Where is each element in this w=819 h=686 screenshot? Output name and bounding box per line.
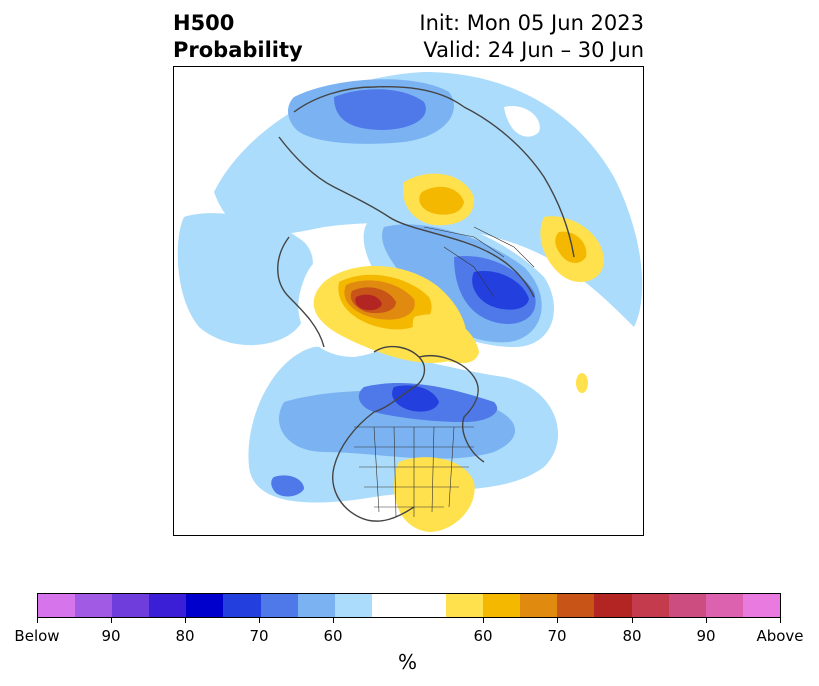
colorbar-segment: [334, 594, 372, 617]
colorbar-tick-label: Above: [756, 627, 804, 645]
colorbar-segment: [594, 594, 632, 617]
colorbar-segment: [260, 594, 298, 617]
colorbar-tick-label: 60: [473, 627, 493, 645]
colorbar-tick: [632, 618, 633, 623]
below-60-shading-west: [177, 213, 313, 346]
above-alaska-85: [355, 294, 382, 311]
below-scandinavia-80: [472, 271, 529, 310]
above-se-us-60: [394, 457, 475, 532]
colorbar-tick: [259, 618, 260, 623]
political-borders: [354, 226, 535, 518]
colorbar-tick-label: 80: [175, 627, 195, 645]
below-canada-80: [392, 385, 439, 412]
above-atlantic-blob: [576, 373, 588, 393]
colorbar-tick: [37, 618, 38, 623]
below-pacific-70: [271, 475, 304, 497]
colorbar-tick: [185, 618, 186, 623]
chart-title: H500 Probability: [173, 10, 303, 64]
colorbar-tick-label: 70: [249, 627, 269, 645]
colorbar-segment: [112, 594, 150, 617]
colorbar-segment: [371, 594, 409, 617]
colorbar-tick-label: 90: [101, 627, 121, 645]
colorbar-unit: %: [398, 650, 418, 674]
map-canvas: [177, 72, 643, 532]
colorbar-segment: [557, 594, 595, 617]
colorbar-segment: [38, 594, 76, 617]
colorbar-tick: [483, 618, 484, 623]
colorbar-tick: [333, 618, 334, 623]
neutral-region: [504, 106, 540, 137]
colorbar-tick: [706, 618, 707, 623]
chart-dates: Init: Mon 05 Jun 2023 Valid: 24 Jun – 30…: [419, 10, 644, 64]
colorbar-segment: [631, 594, 669, 617]
title-variable: H500: [173, 11, 235, 35]
valid-range: Valid: 24 Jun – 30 Jun: [423, 38, 644, 62]
colorbar-segment: [186, 594, 224, 617]
colorbar-segment: [483, 594, 521, 617]
colorbar-segment: [223, 594, 261, 617]
colorbar-tick-label: 80: [622, 627, 642, 645]
colorbar-segment: [705, 594, 743, 617]
colorbar-tick-label: 70: [547, 627, 567, 645]
below-siberia-70: [334, 89, 426, 130]
coastlines: [277, 85, 575, 522]
colorbar-segment: [742, 594, 780, 617]
colorbar-tick: [557, 618, 558, 623]
colorbar: [37, 593, 781, 618]
colorbar-segment: [668, 594, 706, 617]
colorbar-segment: [408, 594, 447, 617]
colorbar-tick-label: Below: [14, 627, 60, 645]
above-west-siberia-70: [419, 186, 464, 215]
colorbar-segment: [297, 594, 335, 617]
colorbar-tick-label: 60: [323, 627, 343, 645]
colorbar-segment: [149, 594, 187, 617]
colorbar-tick: [780, 618, 781, 623]
colorbar-segment: [446, 594, 484, 617]
probability-map: [173, 66, 644, 536]
colorbar-segment: [520, 594, 558, 617]
colorbar-segment: [75, 594, 113, 617]
above-mediterranean-70: [555, 231, 587, 264]
colorbar-tick: [111, 618, 112, 623]
colorbar-tick-label: 90: [696, 627, 716, 645]
title-field: Probability: [173, 38, 303, 62]
above-arctic-canada-60: [412, 314, 479, 364]
init-date: Init: Mon 05 Jun 2023: [419, 11, 644, 35]
